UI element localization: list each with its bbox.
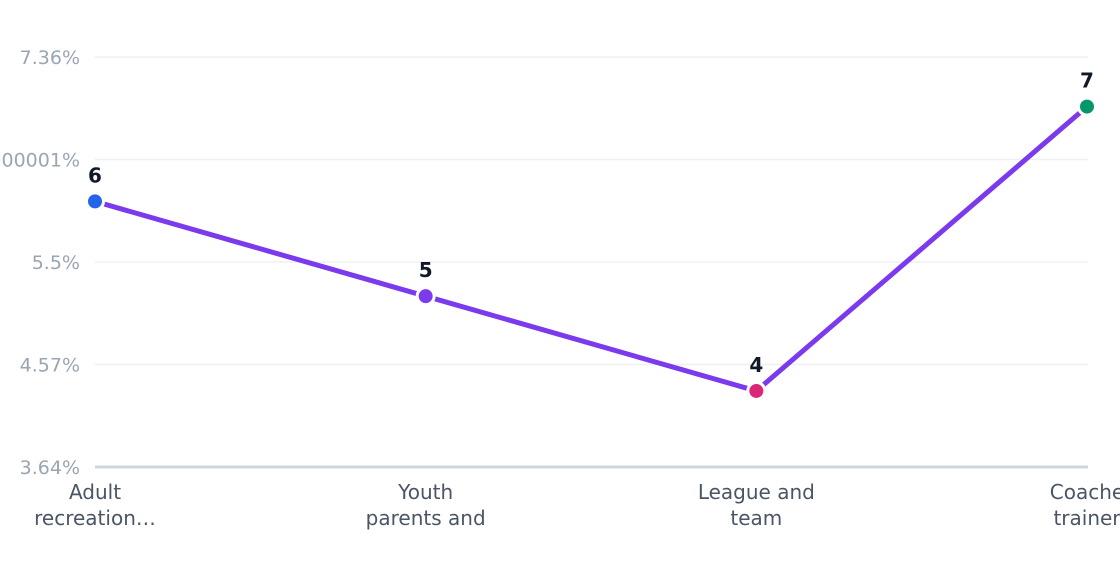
y-tick-label: 4.57%: [20, 355, 80, 377]
data-point[interactable]: [415, 286, 436, 307]
series-line: [92, 104, 1090, 394]
data-label: 5: [419, 258, 433, 282]
y-tick-label: 3.64%: [20, 457, 80, 479]
x-tick-label: Youth parents and: [366, 480, 486, 530]
y-axis-ticks: 3.64% 4.57% 5.5% 00001% 7.36%: [2, 47, 81, 479]
y-tick-label: 7.36%: [20, 47, 80, 69]
x-tick-label: Adult recreation…: [34, 480, 156, 530]
data-point[interactable]: [1077, 96, 1097, 117]
data-label: 6: [88, 163, 102, 187]
data-labels: 6 5 4 7: [88, 69, 1094, 377]
data-point[interactable]: [746, 380, 767, 401]
series: [85, 96, 1097, 401]
y-tick-label: 00001%: [2, 150, 81, 172]
x-tick-label: League and team: [698, 480, 815, 530]
x-axis-ticks: Adult recreation… Youth parents and League a…: [34, 480, 1120, 530]
data-label: 7: [1080, 69, 1094, 93]
x-tick-label: Coache trainer: [1050, 480, 1120, 530]
data-label: 4: [749, 353, 763, 377]
gridlines: [95, 56, 1088, 366]
data-point[interactable]: [85, 191, 105, 212]
y-tick-label: 5.5%: [32, 252, 80, 274]
